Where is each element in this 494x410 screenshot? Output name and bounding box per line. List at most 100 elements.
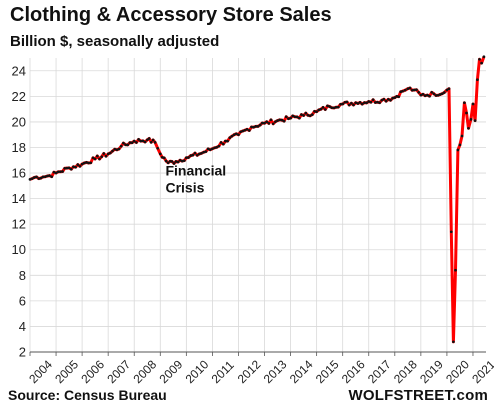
data-point-79	[198, 152, 201, 156]
x-tick-label-2007: 2007	[104, 357, 133, 386]
data-point-86	[213, 146, 216, 150]
data-point-70	[178, 158, 182, 162]
data-point-34	[102, 152, 106, 155]
data-point-116	[278, 118, 282, 122]
annotation-0-line-1: Crisis	[165, 180, 204, 196]
data-point-75	[189, 154, 193, 157]
data-point-159	[371, 98, 375, 102]
data-point-31	[95, 154, 99, 158]
data-point-90	[221, 142, 225, 146]
data-point-12	[54, 171, 58, 175]
data-point-5	[39, 176, 43, 180]
annotation-0-line-0: Financial	[165, 163, 226, 179]
data-point-134	[317, 108, 321, 112]
data-point-51	[139, 139, 143, 143]
data-point-20	[72, 165, 75, 169]
data-point-47	[130, 141, 134, 145]
data-point-62	[162, 156, 166, 160]
data-point-55	[147, 137, 151, 140]
data-point-96	[234, 132, 238, 136]
data-point-73	[184, 156, 188, 160]
data-point-40	[115, 148, 119, 152]
data-point-77	[193, 151, 197, 155]
data-point-140	[330, 106, 334, 110]
data-point-127	[302, 114, 305, 117]
x-tick-label-2017: 2017	[365, 357, 394, 386]
data-point-29	[91, 156, 95, 160]
data-point-169	[393, 96, 397, 99]
data-point-50	[137, 138, 140, 141]
data-point-184	[426, 93, 429, 97]
data-point-136	[321, 106, 325, 109]
data-point-107	[258, 123, 262, 127]
data-point-41	[117, 147, 121, 151]
data-point-173	[401, 89, 404, 93]
data-point-131	[310, 113, 314, 116]
x-tick-label-2013: 2013	[261, 357, 290, 386]
data-point-171	[397, 95, 401, 99]
data-point-178	[412, 88, 416, 92]
y-tick-label-14: 14	[12, 191, 26, 206]
data-point-102	[247, 129, 251, 132]
y-tick-label-6: 6	[19, 293, 26, 308]
x-tick-label-2020: 2020	[443, 357, 472, 386]
data-point-201	[463, 101, 466, 105]
data-point-98	[239, 130, 242, 134]
series-clothing-store-sales	[28, 55, 486, 344]
data-point-207	[476, 78, 479, 82]
y-tick-label-2: 2	[19, 345, 26, 360]
data-point-88	[217, 144, 221, 148]
data-point-63	[164, 159, 168, 163]
data-point-168	[391, 96, 394, 100]
y-tick-label-20: 20	[12, 114, 26, 129]
data-point-30	[93, 157, 97, 161]
data-point-156	[365, 101, 368, 105]
data-point-148	[347, 103, 351, 107]
data-point-8	[46, 174, 49, 178]
x-tick-label-2009: 2009	[157, 357, 186, 386]
data-point-53	[143, 140, 147, 144]
brand-label: WOLFSTREET.com	[348, 387, 488, 404]
data-point-72	[182, 159, 186, 162]
data-point-208	[478, 57, 481, 61]
data-point-26	[85, 161, 88, 164]
data-point-158	[369, 100, 373, 104]
data-point-91	[224, 139, 227, 143]
data-point-48	[132, 139, 136, 143]
data-point-105	[254, 125, 258, 128]
data-point-11	[52, 170, 56, 174]
data-point-163	[380, 98, 384, 102]
data-point-177	[410, 88, 414, 92]
data-point-209	[480, 61, 483, 65]
chart-title: Clothing & Accessory Store Sales	[10, 4, 332, 26]
data-point-194	[447, 87, 451, 91]
data-point-80	[200, 151, 203, 155]
series-line	[29, 56, 486, 344]
data-point-135	[319, 107, 323, 111]
data-point-111	[267, 122, 271, 125]
y-tick-label-4: 4	[19, 319, 26, 334]
data-point-103	[250, 125, 253, 129]
x-tick-label-2004: 2004	[26, 357, 55, 386]
y-tick-label-24: 24	[12, 63, 26, 78]
data-point-13	[56, 170, 60, 174]
data-point-180	[417, 91, 421, 94]
data-point-115	[276, 119, 279, 122]
data-point-151	[354, 101, 358, 105]
data-point-67	[172, 162, 176, 165]
data-point-190	[438, 93, 442, 96]
data-point-43	[122, 141, 125, 145]
data-point-6	[41, 175, 45, 179]
data-point-119	[284, 115, 288, 119]
data-point-37	[108, 151, 112, 155]
data-point-38	[111, 149, 114, 153]
chart-subtitle: Billion $, seasonally adjusted	[10, 33, 220, 50]
data-point-133	[315, 110, 318, 114]
data-point-120	[287, 117, 290, 121]
data-point-104	[252, 125, 256, 129]
x-tick-label-2018: 2018	[391, 357, 420, 386]
data-point-181	[419, 93, 423, 97]
data-point-45	[126, 143, 130, 147]
data-point-25	[82, 161, 86, 165]
